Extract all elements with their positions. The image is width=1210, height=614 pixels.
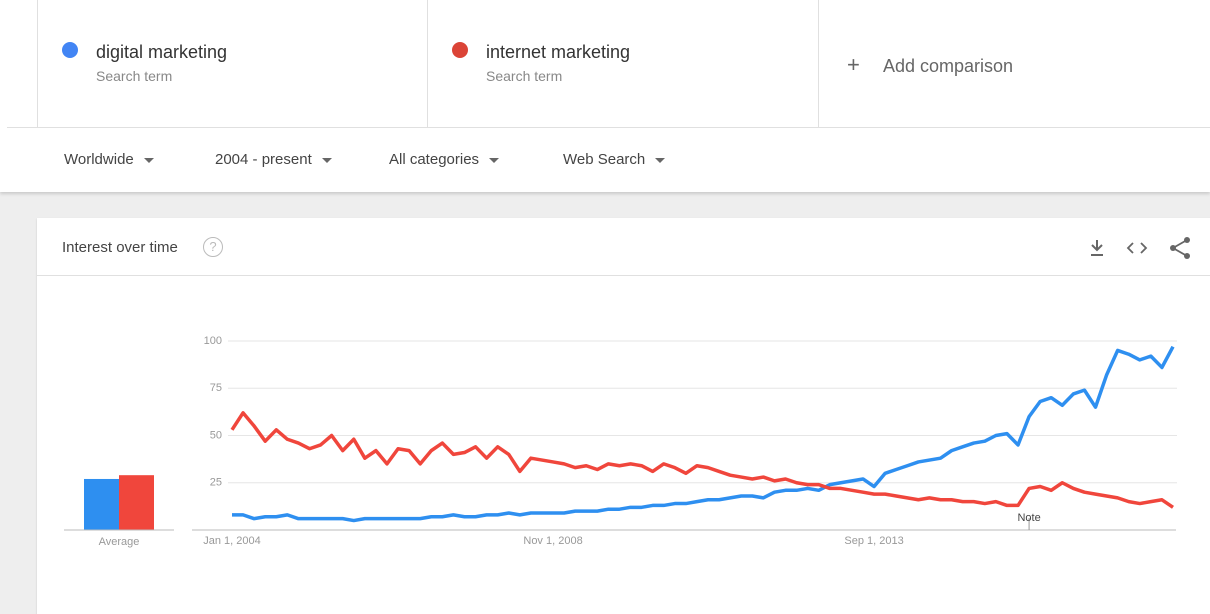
- filter[interactable]: Web Search: [563, 151, 665, 168]
- term-name: internet marketing: [486, 42, 631, 62]
- term-dot: [452, 42, 468, 58]
- series-line: [232, 345, 1175, 523]
- average-bar: [119, 475, 154, 530]
- card-divider: [37, 275, 1210, 276]
- series-line: [230, 411, 1174, 509]
- term-subtitle: Search term: [96, 68, 173, 84]
- help-icon[interactable]: ?: [203, 237, 223, 257]
- annotation-label: Note: [1017, 512, 1040, 524]
- average-bar: [84, 478, 119, 530]
- filter[interactable]: All categories: [389, 151, 499, 168]
- add-comparison: Add comparison: [883, 56, 1014, 76]
- embed-icon[interactable]: [1126, 242, 1148, 254]
- chart-card: [37, 218, 1210, 614]
- card-title: Interest over time: [62, 239, 178, 256]
- x-tick-label: Sep 1, 2013: [844, 535, 903, 547]
- divider: [7, 127, 1210, 128]
- plus-icon: +: [847, 52, 860, 77]
- term-card[interactable]: internet marketing Search term: [427, 0, 818, 127]
- download-icon[interactable]: [1091, 240, 1103, 256]
- term-name: digital marketing: [96, 42, 228, 62]
- term-dot: [62, 42, 78, 58]
- card-actions: [1091, 237, 1190, 259]
- term-card[interactable]: digital marketing Search term: [37, 0, 427, 127]
- x-tick-label: Jan 1, 2004: [203, 535, 261, 547]
- y-tick-label: 25: [210, 477, 222, 489]
- share-icon[interactable]: [1170, 237, 1190, 259]
- add-card[interactable]: + Add comparison: [818, 0, 1210, 127]
- y-tick-label: 100: [204, 335, 222, 347]
- filter[interactable]: 2004 - present: [215, 151, 332, 168]
- y-tick-label: 75: [210, 382, 222, 394]
- x-tick-label: Nov 1, 2008: [523, 535, 582, 547]
- y-tick-label: 50: [210, 429, 222, 441]
- term-subtitle: Search term: [486, 68, 563, 84]
- average-label: Average: [99, 536, 140, 548]
- filter[interactable]: Worldwide: [64, 151, 154, 168]
- chart: 25 50 75 100 Jan 1, 2004 Nov 1, 2008 Sep 1, 20…: [64, 335, 1177, 548]
